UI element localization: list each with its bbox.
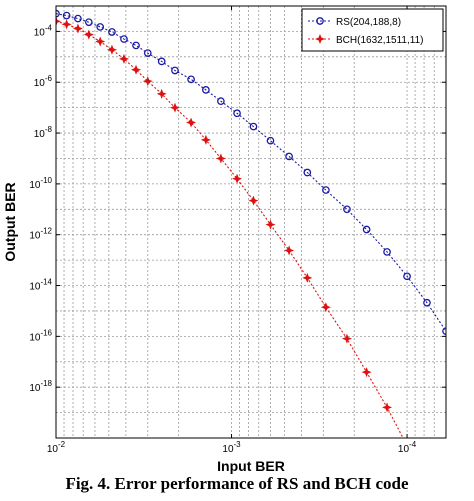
legend-entry: BCH(1632,1511,11) — [308, 33, 423, 46]
x-axis-label: Input BER — [217, 458, 285, 474]
data-point-marker — [142, 76, 153, 87]
data-point-marker — [316, 17, 324, 25]
y-tick-label: 10-12 — [29, 227, 52, 242]
data-point-marker — [202, 86, 210, 94]
data-point-marker — [171, 66, 179, 75]
data-point-marker — [266, 136, 275, 145]
plot-frame — [55, 5, 447, 439]
figure-caption: Fig. 4. Error performance of RS and BCH … — [65, 474, 409, 493]
data-point-marker — [118, 53, 129, 64]
data-point-marker — [403, 272, 411, 281]
data-point-marker — [186, 117, 197, 128]
legend-entry: RS(204,188,8) — [308, 17, 401, 28]
data-point-marker — [233, 109, 241, 118]
data-point-marker — [56, 16, 62, 27]
data-point-marker — [383, 248, 391, 256]
plot-area — [56, 6, 446, 438]
legend-label: BCH(1632,1511,11) — [336, 35, 423, 46]
series-layer — [56, 9, 446, 438]
data-point-marker — [131, 64, 142, 75]
data-point-marker — [120, 35, 128, 43]
legend: RS(204,188,8) BCH(1632,1511,11) — [301, 8, 444, 52]
data-point-marker — [74, 14, 82, 23]
data-point-marker — [200, 134, 211, 145]
x-tick-label: 10-2 — [47, 440, 66, 455]
y-tick-label: 10-18 — [29, 379, 52, 394]
data-point-marker — [303, 168, 312, 177]
data-point-marker — [361, 367, 372, 378]
y-tick-label: 10-10 — [29, 176, 52, 191]
data-point-marker — [302, 272, 313, 283]
data-point-marker — [362, 225, 371, 234]
data-point-marker — [249, 122, 258, 131]
y-tick-label: 10-16 — [29, 328, 52, 343]
data-point-marker — [83, 29, 94, 40]
data-point-marker — [423, 298, 431, 307]
y-tick-label: 10-4 — [34, 23, 53, 38]
data-point-marker — [382, 402, 393, 413]
data-point-marker — [84, 18, 93, 27]
data-point-marker — [285, 152, 293, 161]
x-tick-label: 10-3 — [222, 440, 241, 455]
data-point-marker — [341, 333, 352, 344]
data-point-marker — [284, 245, 295, 256]
data-point-marker — [72, 23, 83, 34]
data-point-marker — [157, 57, 166, 66]
data-point-marker — [56, 9, 60, 18]
y-tick-label: 10-8 — [34, 125, 53, 140]
grid — [55, 6, 447, 438]
y-tick-label: 10-14 — [29, 278, 52, 293]
rs-series-line — [56, 13, 446, 332]
data-point-marker — [314, 33, 326, 45]
data-point-marker — [343, 205, 351, 214]
data-point-marker — [95, 36, 106, 47]
data-point-marker — [217, 97, 225, 106]
legend-label: RS(204,188,8) — [336, 17, 401, 28]
data-point-marker — [132, 41, 140, 50]
data-point-marker — [169, 102, 180, 113]
data-point-marker — [62, 11, 71, 20]
data-point-marker — [106, 44, 117, 55]
data-point-marker — [143, 49, 152, 57]
data-point-marker — [108, 28, 116, 36]
legend-box — [301, 8, 444, 52]
bch-series — [56, 16, 404, 438]
data-point-marker — [248, 195, 259, 206]
data-point-marker — [322, 186, 330, 194]
data-point-marker — [320, 302, 331, 313]
data-point-marker — [232, 173, 243, 184]
data-point-marker — [215, 153, 226, 164]
data-point-marker — [156, 88, 167, 99]
y-tick-label: 10-6 — [34, 74, 53, 89]
data-point-marker — [96, 23, 105, 31]
data-point-marker — [265, 219, 276, 230]
x-tick-label: 10-4 — [398, 440, 417, 455]
axes: 10-4 10-6 10-8 10-10 10-12 10-14 10-16 10-18 10-… — [29, 6, 446, 455]
data-point-marker — [187, 75, 195, 84]
rs-series — [56, 9, 446, 336]
y-axis-label: Output BER — [2, 182, 18, 261]
data-point-marker — [61, 19, 72, 30]
